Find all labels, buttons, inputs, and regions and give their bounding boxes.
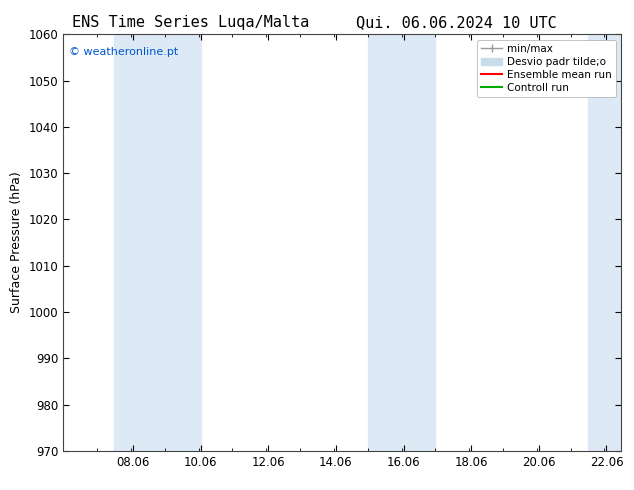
- Text: Qui. 06.06.2024 10 UTC: Qui. 06.06.2024 10 UTC: [356, 15, 557, 30]
- Text: © weatheronline.pt: © weatheronline.pt: [69, 47, 178, 57]
- Legend: min/max, Desvio padr tilde;o, Ensemble mean run, Controll run: min/max, Desvio padr tilde;o, Ensemble m…: [477, 40, 616, 97]
- Y-axis label: Surface Pressure (hPa): Surface Pressure (hPa): [10, 172, 23, 314]
- Text: ENS Time Series Luqa/Malta: ENS Time Series Luqa/Malta: [72, 15, 309, 30]
- Bar: [588, 34, 621, 451]
- Bar: [368, 34, 436, 451]
- Bar: [114, 34, 201, 451]
